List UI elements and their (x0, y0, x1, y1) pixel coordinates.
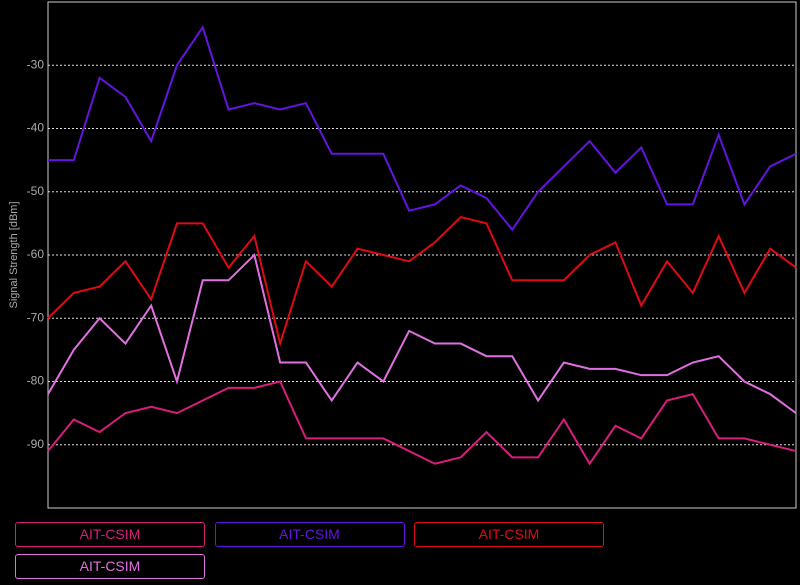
legend-entry[interactable]: AIT-CSIM (414, 522, 604, 547)
y-axis-label: Signal Strength [dBm] (8, 201, 20, 308)
series-line (47, 215, 797, 348)
series-line (47, 380, 797, 466)
legend-entry[interactable]: AIT-CSIM (214, 522, 405, 547)
y-tick-label: -30 (27, 57, 45, 71)
legend-entry[interactable]: AIT-CSIM (15, 522, 205, 547)
chart: Signal Strength [dBm] -90 -80 -70 -60 -50 -40… (8, 1, 797, 509)
legend-entry[interactable]: AIT-CSIM (15, 554, 205, 579)
y-tick-label: -70 (27, 310, 45, 324)
y-tick-label: -60 (27, 247, 45, 261)
y-tick-label: -80 (27, 374, 45, 388)
y-tick-label: -90 (27, 437, 45, 451)
y-tick-label: -40 (27, 121, 45, 135)
y-tick-label: -50 (27, 184, 45, 198)
series-line (47, 253, 797, 414)
series-line (48, 25, 797, 232)
